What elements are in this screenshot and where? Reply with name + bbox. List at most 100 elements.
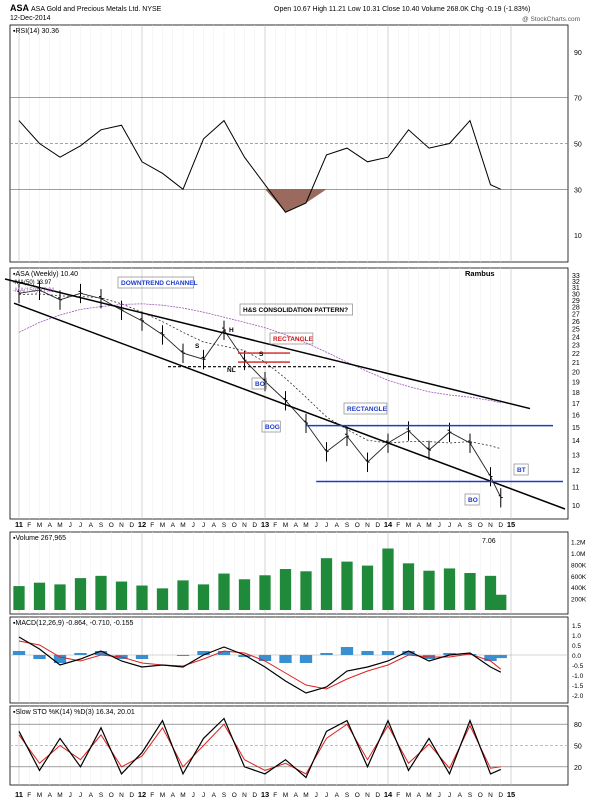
x-tick-label: S [222, 522, 227, 529]
x-tick-label: M [426, 792, 431, 799]
x-tick-label: 13 [261, 790, 269, 799]
x-tick-label: A [89, 792, 94, 799]
x-tick-label: M [180, 522, 185, 529]
macd-y-tick: 0.5 [572, 643, 581, 650]
x-tick-label: S [468, 792, 473, 799]
annotation-bog: BOG [265, 424, 280, 431]
volume-bar [341, 561, 353, 610]
x-tick-label: M [406, 792, 411, 799]
rsi-line [18, 119, 502, 213]
annotation-bt-box [513, 463, 529, 476]
volume-bar [177, 580, 189, 610]
x-tick-label: D [252, 792, 257, 799]
x-tick-label: M [283, 522, 288, 529]
x-tick-label: S [468, 522, 473, 529]
x-tick-label: D [375, 522, 380, 529]
x-tick-label: 15 [507, 520, 515, 529]
annotation-neckline-label: NL [227, 367, 236, 374]
price-y-tick: 22 [572, 351, 580, 358]
macd-y-tick: -0.5 [572, 663, 584, 670]
sto-d-line [18, 723, 501, 775]
annotation-downtrend-channel-box [117, 276, 195, 289]
x-tick-label: A [171, 522, 176, 529]
x-tick-label: A [458, 522, 463, 529]
volume-title: ▪Volume 267,965 [13, 535, 66, 542]
x-tick-label: 12 [138, 520, 146, 529]
x-tick-label: J [438, 792, 441, 799]
macd-histogram-bar [484, 655, 497, 661]
rsi-y-tick: 30 [574, 187, 582, 194]
rsi-oversold-fill [306, 189, 327, 204]
price-y-tick: 11 [572, 485, 579, 492]
x-tick-label: J [438, 522, 441, 529]
macd-y-tick: 0.0 [572, 653, 581, 660]
x-tick-label: J [448, 792, 451, 799]
annotation-bo-2012-box [251, 377, 267, 390]
rsi-oversold-fill [285, 189, 306, 213]
price-y-tick: 28 [572, 305, 580, 312]
x-tick-label: O [478, 522, 483, 529]
macd-histogram-bar [33, 655, 46, 659]
x-tick-label: 11 [15, 790, 23, 799]
x-tick-label: N [119, 792, 124, 799]
price-y-tick: 21 [572, 360, 580, 367]
x-tick-label: A [294, 792, 299, 799]
volume-bar [95, 575, 107, 610]
annotation-bog-box [261, 420, 281, 433]
macd-histogram-bar [443, 653, 456, 655]
x-tick-label: A [212, 792, 217, 799]
volume-y-tick: 200K [571, 597, 587, 604]
channel-bottom-line [13, 302, 566, 510]
x-tick-label: J [202, 522, 205, 529]
price-y-tick: 12 [572, 468, 580, 475]
x-tick-label: M [160, 792, 165, 799]
rsi-y-tick: 50 [574, 142, 582, 149]
annotation-left-shoulder: S [195, 343, 200, 350]
volume-bar [279, 569, 292, 610]
x-tick-label: M [57, 792, 62, 799]
sto-y-tick: 50 [574, 744, 582, 751]
macd-histogram-bar [176, 655, 190, 656]
volume-bar [238, 579, 251, 610]
volume-bar [484, 575, 497, 610]
x-tick-label: F [27, 792, 31, 799]
x-tick-label: J [315, 792, 318, 799]
annotation-bo-2014-box [464, 493, 480, 506]
volume-y-tick: 400K [571, 585, 587, 592]
price-y-tick: 18 [572, 390, 580, 397]
x-tick-label: D [498, 522, 503, 529]
x-tick-label: F [150, 522, 154, 529]
x-tick-label: F [396, 522, 400, 529]
panel-frame-macd [9, 616, 569, 704]
x-tick-label: O [109, 792, 114, 799]
header-name: ASA Gold and Precious Metals Ltd. NYSE [31, 6, 162, 13]
panel-frame-price [9, 267, 569, 520]
x-tick-label: J [69, 522, 72, 529]
annotation-downtrend-channel: DOWNTREND CHANNEL [121, 280, 198, 287]
x-tick-label: N [365, 522, 370, 529]
volume-bar [443, 568, 456, 610]
volume-bar [320, 558, 333, 610]
volume-bar [218, 573, 230, 610]
macd-y-tick: 1.0 [572, 633, 581, 640]
macd-histogram-bar [381, 651, 395, 655]
volume-bar [74, 578, 87, 610]
volume-bar [402, 563, 415, 610]
header-date: 12-Dec-2014 [10, 15, 51, 22]
price-title: ▪ASA (Weekly) 10.40 [13, 271, 78, 278]
rsi-oversold-fill [265, 189, 286, 213]
macd-y-tick: -1.0 [572, 673, 584, 680]
header-symbol: ASA [10, 3, 30, 13]
volume-y-tick: 800K [571, 562, 587, 569]
price-y-tick: 33 [572, 273, 580, 280]
macd-histogram-bar [258, 655, 272, 661]
price-y-tick: 19 [572, 379, 580, 386]
macd-histogram-bar [402, 651, 415, 655]
x-tick-label: O [478, 792, 483, 799]
author-label: Rambus [465, 269, 495, 278]
macd-y-tick: -1.5 [572, 683, 584, 690]
x-tick-label: O [232, 522, 237, 529]
x-tick-label: N [488, 792, 493, 799]
